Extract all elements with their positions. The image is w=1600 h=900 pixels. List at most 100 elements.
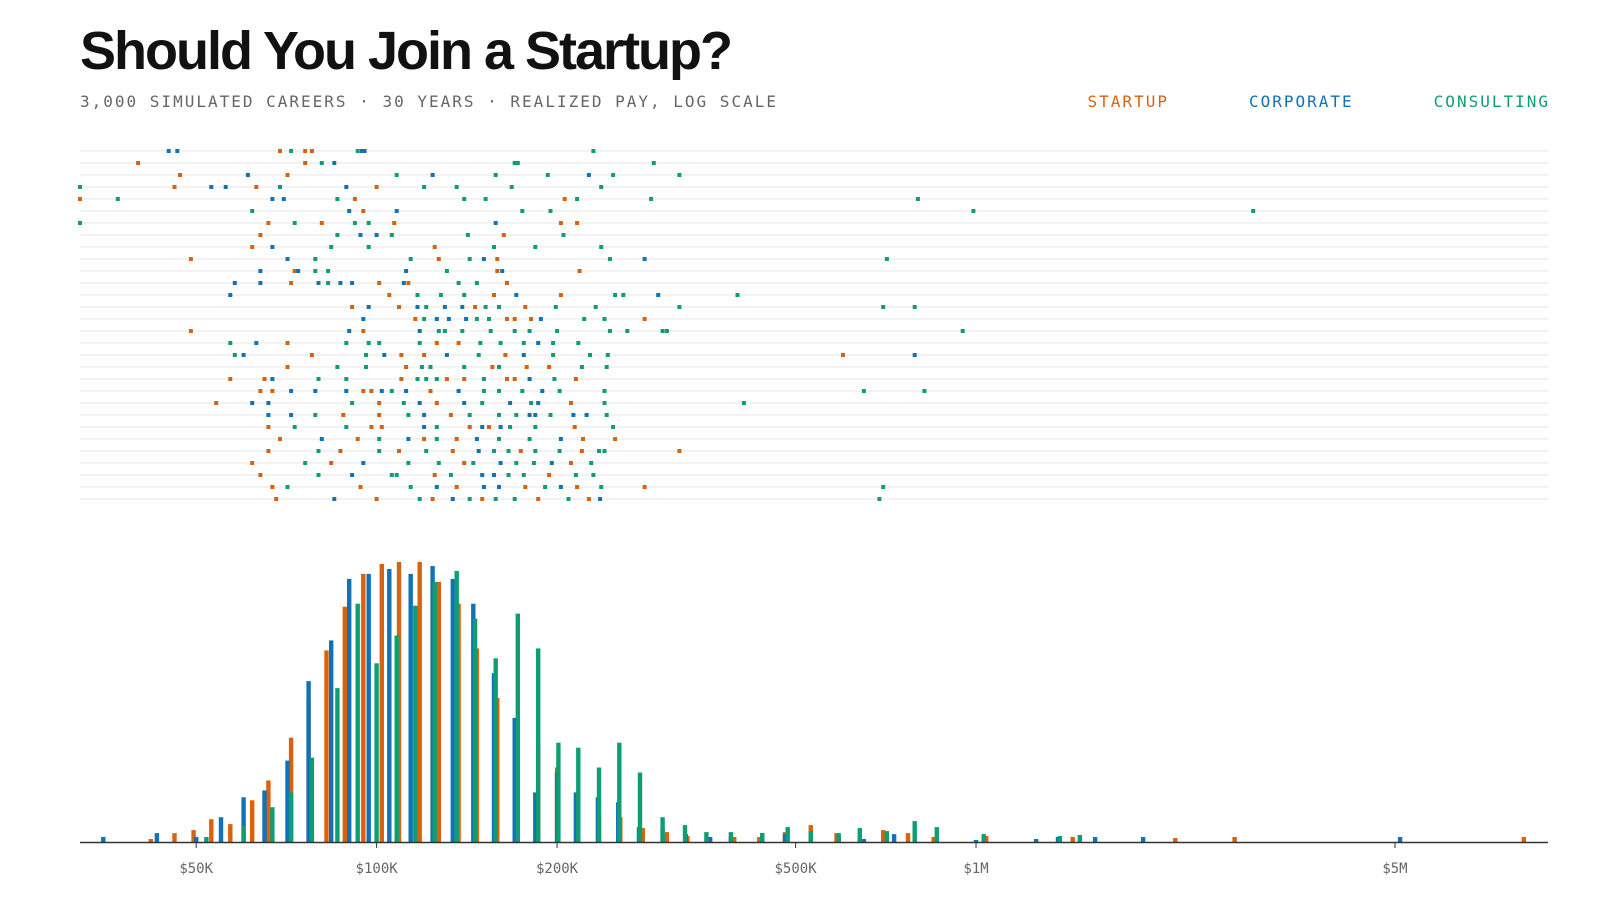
strip-dot-corporate (332, 497, 337, 501)
hist-bar-consulting (241, 826, 246, 842)
strip-dot-consulting (621, 293, 626, 297)
strip-dot-startup (562, 197, 567, 201)
strip-dot-consulting (498, 341, 503, 345)
strip-dot-consulting (599, 245, 604, 249)
strip-dot-consulting (285, 485, 290, 489)
hist-bar-corporate (1034, 839, 1039, 842)
strip-dot-startup (352, 197, 357, 201)
hist-bar-consulting (413, 605, 418, 842)
strip-dot-consulting (476, 353, 481, 357)
strip-dot-consulting (319, 161, 324, 165)
strip-dot-corporate (166, 149, 171, 153)
hist-bar-startup (984, 836, 989, 842)
strip-dot-consulting (364, 365, 368, 369)
strip-dot-consulting (602, 317, 607, 321)
strip-dot-corporate (584, 413, 589, 417)
strip-dot-corporate (374, 233, 379, 237)
strip-dot-corporate (394, 209, 399, 213)
strip-dot-consulting (438, 293, 443, 297)
strip-dot-consulting (677, 305, 682, 309)
strip-dot-consulting (471, 461, 476, 465)
strip-dot-consulting (465, 233, 470, 237)
strip-dot-corporate (245, 173, 250, 177)
hist-bar-startup (1173, 838, 1178, 842)
legend-startup[interactable]: STARTUP (1087, 92, 1169, 111)
strip-dot-consulting (506, 449, 511, 453)
strip-dot-startup (377, 401, 382, 405)
strip-dot-corporate (361, 317, 366, 321)
hist-bar-consulting (335, 688, 340, 842)
strip-dot-corporate (434, 317, 439, 321)
strip-dot-consulting (602, 401, 607, 405)
strip-dot-consulting (335, 365, 340, 369)
strip-dot-startup (358, 485, 363, 489)
strip-dot-consulting (604, 413, 609, 417)
strip-dot-startup (434, 401, 439, 405)
strip-dot-consulting (115, 197, 120, 201)
strip-dot-consulting (514, 461, 519, 465)
strip-dot-startup (303, 149, 308, 153)
strip-dot-startup (575, 221, 580, 225)
strip-dot-consulting (415, 293, 420, 297)
strip-dot-corporate (912, 353, 917, 357)
strip-dot-consulting (228, 341, 233, 345)
hist-bar-corporate (347, 578, 352, 842)
hist-bar-corporate (366, 573, 371, 842)
strip-plot (78, 149, 1548, 501)
strip-dot-consulting (508, 425, 513, 429)
strip-dot-consulting (366, 245, 371, 249)
strip-dot-startup (78, 197, 82, 201)
hist-bar-consulting (704, 832, 709, 842)
strip-dot-consulting (422, 317, 427, 321)
strip-dot-startup (270, 389, 275, 393)
strip-dot-corporate (558, 437, 563, 441)
strip-dot-corporate (481, 485, 486, 489)
strip-dot-startup (841, 353, 845, 357)
strip-dot-corporate (241, 353, 246, 357)
strip-dot-consulting (602, 389, 607, 393)
strip-dot-startup (379, 425, 384, 429)
strip-dot-corporate (254, 341, 259, 345)
strip-dot-startup (355, 437, 360, 441)
strip-dot-startup (285, 173, 290, 177)
strip-dot-startup (397, 305, 401, 309)
strip-dot-startup (575, 485, 580, 489)
strip-dot-consulting (573, 473, 578, 477)
hist-bar-consulting (432, 581, 437, 842)
hist-bar-startup (209, 819, 214, 842)
legend-consulting[interactable]: CONSULTING (1433, 92, 1550, 111)
strip-dot-consulting (313, 257, 318, 261)
strip-dot-consulting (625, 329, 630, 333)
strip-dot-corporate (571, 413, 576, 417)
hist-bar-startup (288, 737, 294, 842)
strip-dot-startup (285, 365, 290, 369)
strip-dot-corporate (209, 185, 214, 189)
hist-bar-consulting (556, 742, 561, 842)
strip-dot-consulting (497, 305, 501, 309)
strip-dot-consulting (515, 161, 520, 165)
strip-dot-consulting (344, 341, 349, 345)
strip-dot-startup (462, 377, 467, 381)
strip-dot-consulting (428, 365, 433, 369)
strip-dot-corporate (415, 305, 420, 309)
strip-dot-startup (434, 341, 439, 345)
strip-dot-consulting (520, 389, 525, 393)
hist-bar-startup (148, 839, 153, 842)
legend-corporate[interactable]: CORPORATE (1248, 92, 1354, 111)
strip-dot-corporate (521, 353, 526, 357)
strip-dot-corporate (344, 389, 349, 393)
strip-dot-startup (329, 461, 334, 465)
strip-dot-startup (430, 497, 435, 501)
strip-dot-consulting (555, 329, 560, 333)
strip-dot-consulting (566, 497, 571, 501)
strip-dot-corporate (536, 341, 541, 345)
strip-dot-startup (456, 341, 461, 345)
strip-dot-consulting (292, 425, 297, 429)
strip-dot-startup (473, 305, 478, 309)
strip-dot-startup (524, 365, 529, 369)
strip-dot-consulting (326, 281, 331, 285)
x-tick-label: $1M (963, 861, 988, 877)
hist-bar-corporate (241, 797, 246, 842)
strip-dot-startup (397, 449, 401, 453)
strip-dot-corporate (266, 401, 271, 405)
